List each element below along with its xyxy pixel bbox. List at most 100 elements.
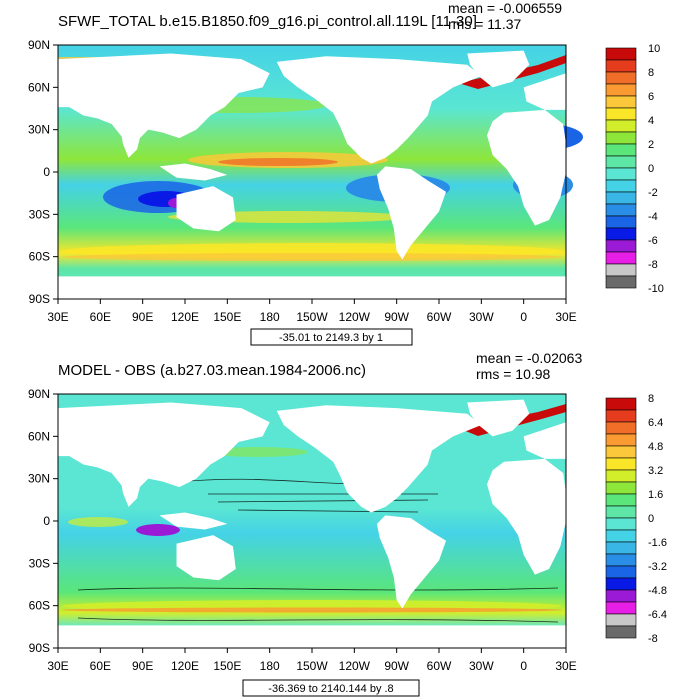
- colorbar-label: 3.2: [648, 465, 663, 477]
- colorbar-swatch: [605, 541, 637, 555]
- colorbar-swatch: [605, 179, 637, 193]
- x-tick-label: 180: [260, 310, 280, 324]
- colorbar-swatch: [605, 421, 637, 435]
- colorbar-swatch: [605, 481, 637, 495]
- colorbar-swatch: [605, 47, 637, 61]
- y-axis-bottom: 90N 60N 30N 0 30S 60S 90S: [28, 387, 58, 655]
- y-tick-label: 30N: [28, 123, 50, 137]
- colorbar-swatch: [605, 577, 637, 591]
- x-tick-label: 150E: [213, 659, 241, 673]
- y-tick-label: 90S: [29, 292, 50, 306]
- colorbar-label: -6.4: [648, 609, 667, 621]
- colorbar-label: 4: [648, 115, 654, 127]
- y-tick-label: 90N: [28, 387, 50, 401]
- colorbar-swatch: [605, 433, 637, 447]
- y-tick-label: 0: [43, 165, 50, 179]
- colorbar-swatch: [605, 601, 637, 615]
- x-tick-label: 90E: [132, 310, 153, 324]
- colorbar-label: 2: [648, 139, 654, 151]
- map-bottom: [57, 393, 567, 649]
- colorbar-label: -4.8: [648, 585, 667, 597]
- map-top: [57, 44, 583, 300]
- panel-bottom-title: MODEL - OBS (a.b27.03.mean.1984-2006.nc): [58, 362, 366, 379]
- x-tick-label: 150W: [296, 659, 328, 673]
- x-tick-label: 150E: [213, 310, 241, 324]
- colorbar-swatch: [605, 71, 637, 85]
- colorbar-swatch: [605, 457, 637, 471]
- panel-top-title: SFWF_TOTAL b.e15.B1850.f09_g16.pi_contro…: [58, 13, 477, 30]
- colorbar-swatch: [605, 517, 637, 531]
- info-box-bottom: -36.369 to 2140.144 by .8: [242, 679, 420, 697]
- x-tick-label: 60W: [427, 310, 452, 324]
- colorbar-label: 1.6: [648, 489, 663, 501]
- colorbar-swatch: [605, 131, 637, 145]
- x-tick-label: 120W: [339, 659, 371, 673]
- x-tick-label: 90E: [132, 659, 153, 673]
- panel-bottom-rms: rms = 10.98: [476, 366, 551, 382]
- colorbar-label: 8: [648, 393, 654, 405]
- colorbar-label: 10: [648, 43, 660, 55]
- colorbar-label: -6: [648, 235, 658, 247]
- y-tick-label: 60S: [29, 599, 50, 613]
- panel-top-mean: mean = -0.006559: [448, 0, 562, 16]
- panel-top-rms: rms = 11.37: [448, 16, 521, 32]
- colorbar-swatch: [605, 529, 637, 543]
- x-tick-label: 120E: [171, 659, 199, 673]
- x-tick-label: 90W: [384, 659, 409, 673]
- colorbar-label: -3.2: [648, 561, 667, 573]
- y-tick-label: 30S: [29, 556, 50, 570]
- colorbar-label: 6: [648, 91, 654, 103]
- x-tick-label: 30E: [555, 659, 576, 673]
- colorbar-swatch: [605, 263, 637, 277]
- colorbar-swatch: [605, 553, 637, 567]
- colorbar-swatch: [605, 409, 637, 423]
- colorbar-swatch: [605, 493, 637, 507]
- colorbar-swatch: [605, 227, 637, 241]
- y-tick-label: 60S: [29, 250, 50, 264]
- colorbar-label: 8: [648, 67, 654, 79]
- colorbar-label: 4.8: [648, 441, 663, 453]
- colorbar-label: -4: [648, 211, 658, 223]
- x-tick-label: 120E: [171, 310, 199, 324]
- panel-top: SFWF_TOTAL b.e15.B1850.f09_g16.pi_contro…: [28, 0, 664, 346]
- colorbar-label: 0: [648, 163, 654, 175]
- colorbar-swatch: [605, 613, 637, 627]
- colorbar-swatch: [605, 59, 637, 73]
- colorbar-swatch: [605, 589, 637, 603]
- colorbar-label: -1.6: [648, 537, 667, 549]
- y-tick-label: 90S: [29, 641, 50, 655]
- colorbar-swatch: [605, 107, 637, 121]
- x-tick-label: 30E: [47, 310, 68, 324]
- colorbar-swatch: [605, 203, 637, 217]
- colorbar-swatch: [605, 251, 637, 265]
- colorbar-label: 6.4: [648, 417, 663, 429]
- y-axis-top: 90N 60N 30N 0 30S 60S 90S: [28, 38, 58, 306]
- colorbar-swatch: [605, 191, 637, 205]
- colorbar-swatch: [605, 625, 637, 639]
- colorbar-swatch: [605, 155, 637, 169]
- colorbar-top: 10 8 6 4 2 0 -2 -4 -6 -8 -10: [605, 43, 664, 295]
- y-tick-label: 90N: [28, 38, 50, 52]
- x-tick-label: 90W: [384, 310, 409, 324]
- colorbar-bottom: 8 6.4 4.8 3.2 1.6 0 -1.6 -3.2 -4.8 -6.4 -8: [605, 393, 667, 645]
- svg-text:-35.01 to 2149.3 by 1: -35.01 to 2149.3 by 1: [279, 332, 383, 344]
- x-tick-label: 180: [260, 659, 280, 673]
- colorbar-label: -8: [648, 633, 658, 645]
- x-axis-top: 30E 60E 90E 120E 150E 180 150W 120W 90W 60W 30W 0 30…: [47, 299, 577, 324]
- colorbar-swatch: [605, 565, 637, 579]
- y-tick-label: 60N: [28, 429, 50, 443]
- panel-bottom-mean: mean = -0.02063: [476, 350, 582, 366]
- colorbar-label: -8: [648, 259, 658, 271]
- colorbar-label: -2: [648, 187, 658, 199]
- x-tick-label: 150W: [296, 310, 328, 324]
- x-tick-label: 0: [520, 310, 527, 324]
- x-tick-label: 30E: [47, 659, 68, 673]
- colorbar-swatch: [605, 119, 637, 133]
- info-box-top: -35.01 to 2149.3 by 1: [250, 328, 413, 346]
- colorbar-swatch: [605, 239, 637, 253]
- svg-text:-36.369 to 2140.144 by .8: -36.369 to 2140.144 by .8: [268, 683, 393, 695]
- colorbar-swatch: [605, 83, 637, 97]
- y-tick-label: 0: [43, 514, 50, 528]
- x-tick-label: 60W: [427, 659, 452, 673]
